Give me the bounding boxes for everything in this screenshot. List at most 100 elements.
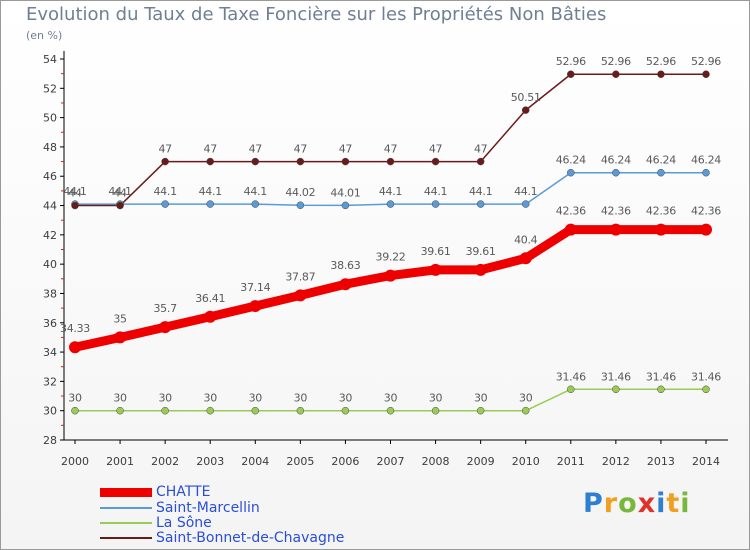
- data-point-2: [431, 406, 440, 415]
- x-tick-label: 2001: [106, 455, 134, 468]
- data-label-0: 36.41: [195, 292, 225, 305]
- x-tick-label: 2002: [151, 455, 179, 468]
- proxiti-logo: Proxiti: [583, 488, 691, 519]
- data-point-3: [206, 157, 214, 166]
- data-point-0: [700, 223, 712, 236]
- data-label-0: 42.36: [691, 205, 721, 218]
- data-point-1: [476, 200, 485, 208]
- data-point-0: [474, 263, 487, 276]
- legend-item-saint-bonnet: Saint-Bonnet-de-Chavagne: [100, 530, 345, 546]
- data-label-1: 44.1: [424, 185, 447, 198]
- data-label-0: 42.36: [556, 205, 586, 218]
- data-point-0: [204, 310, 217, 323]
- data-point-2: [206, 406, 214, 415]
- data-point-0: [564, 223, 577, 236]
- data-point-3: [71, 201, 79, 210]
- data-point-2: [341, 406, 350, 415]
- data-point-0: [249, 300, 262, 313]
- data-point-1: [702, 168, 710, 177]
- legend-swatch-chatte: [100, 487, 152, 497]
- data-point-3: [116, 201, 124, 210]
- data-point-2: [567, 385, 575, 394]
- data-label-3: 52.96: [691, 55, 721, 68]
- data-label-2: 30: [113, 392, 127, 405]
- data-label-2: 30: [429, 392, 443, 405]
- data-label-3: 50.51: [511, 91, 541, 104]
- data-point-0: [654, 223, 667, 236]
- logo-letter: o: [618, 488, 638, 519]
- x-tick-label: 2013: [647, 455, 675, 468]
- data-label-3: 47: [158, 143, 172, 156]
- y-tick-label: 50: [43, 112, 57, 125]
- data-label-1: 44.1: [108, 185, 131, 198]
- data-point-3: [476, 157, 485, 166]
- data-label-2: 30: [68, 392, 82, 405]
- data-point-3: [251, 157, 260, 166]
- data-label-1: 44.1: [379, 185, 402, 198]
- data-label-1: 46.24: [601, 154, 631, 167]
- data-label-2: 30: [384, 392, 398, 405]
- data-point-3: [386, 157, 395, 166]
- data-label-0: 39.22: [376, 251, 406, 264]
- data-label-1: 44.1: [514, 185, 537, 198]
- data-label-0: 39.61: [466, 245, 496, 258]
- data-point-2: [116, 406, 124, 415]
- y-tick-label: 42: [43, 229, 57, 242]
- data-point-3: [612, 70, 620, 78]
- data-label-2: 31.46: [646, 370, 676, 383]
- legend-item-la-sone: La Sône: [100, 515, 212, 531]
- legend-swatch-saint-bonnet: [100, 537, 152, 539]
- legend-label-saint-bonnet: Saint-Bonnet-de-Chavagne: [156, 530, 345, 546]
- data-point-2: [71, 406, 79, 415]
- legend-swatch-saint-marcellin: [100, 507, 152, 509]
- x-tick-label: 2005: [286, 455, 314, 468]
- data-point-1: [521, 200, 530, 208]
- data-point-1: [567, 168, 575, 177]
- data-point-3: [702, 70, 710, 78]
- data-point-3: [567, 70, 575, 78]
- data-label-1: 46.24: [556, 154, 586, 167]
- x-tick-label: 2004: [241, 455, 269, 468]
- data-point-3: [296, 157, 305, 166]
- logo-letter: i: [680, 488, 691, 519]
- data-point-2: [657, 385, 665, 394]
- logo-letter: r: [603, 488, 619, 519]
- legend-item-saint-marcellin: Saint-Marcellin: [100, 500, 260, 516]
- legend-label-chatte: CHATTE: [156, 484, 211, 500]
- data-label-0: 37.14: [240, 281, 270, 294]
- data-label-0: 38.63: [330, 259, 360, 272]
- y-tick-label: 30: [43, 405, 57, 418]
- data-label-1: 44.1: [63, 185, 86, 198]
- data-label-3: 44: [113, 187, 127, 200]
- x-tick-label: 2009: [467, 455, 495, 468]
- data-label-3: 47: [249, 143, 263, 156]
- data-point-2: [476, 406, 485, 415]
- data-label-0: 39.61: [421, 245, 451, 258]
- data-label-0: 34.33: [60, 322, 90, 335]
- data-label-3: 47: [384, 143, 398, 156]
- x-tick-label: 2008: [422, 455, 450, 468]
- logo-letter: x: [637, 488, 657, 519]
- data-label-1: 44.1: [199, 185, 222, 198]
- data-point-2: [702, 385, 710, 394]
- data-label-2: 31.46: [601, 370, 631, 383]
- chart-title: Evolution du Taux de Taxe Foncière sur l…: [26, 4, 607, 25]
- data-label-0: 40.4: [514, 233, 538, 246]
- data-label-1: 44.1: [469, 185, 492, 198]
- y-tick-label: 36: [43, 317, 57, 330]
- x-tick-label: 2010: [512, 455, 540, 468]
- data-label-3: 47: [474, 143, 488, 156]
- data-point-2: [161, 406, 169, 415]
- data-point-3: [431, 157, 440, 166]
- legend-item-chatte: CHATTE: [100, 484, 211, 500]
- data-point-1: [657, 168, 665, 177]
- data-label-3: 52.96: [601, 55, 631, 68]
- y-tick-label: 38: [43, 287, 57, 300]
- data-label-0: 37.87: [285, 270, 315, 283]
- y-tick-label: 32: [43, 375, 57, 388]
- logo-letter: P: [583, 488, 604, 519]
- data-label-2: 31.46: [691, 370, 721, 383]
- data-label-0: 35: [113, 312, 127, 325]
- data-point-0: [114, 331, 127, 344]
- data-label-3: 47: [204, 143, 218, 156]
